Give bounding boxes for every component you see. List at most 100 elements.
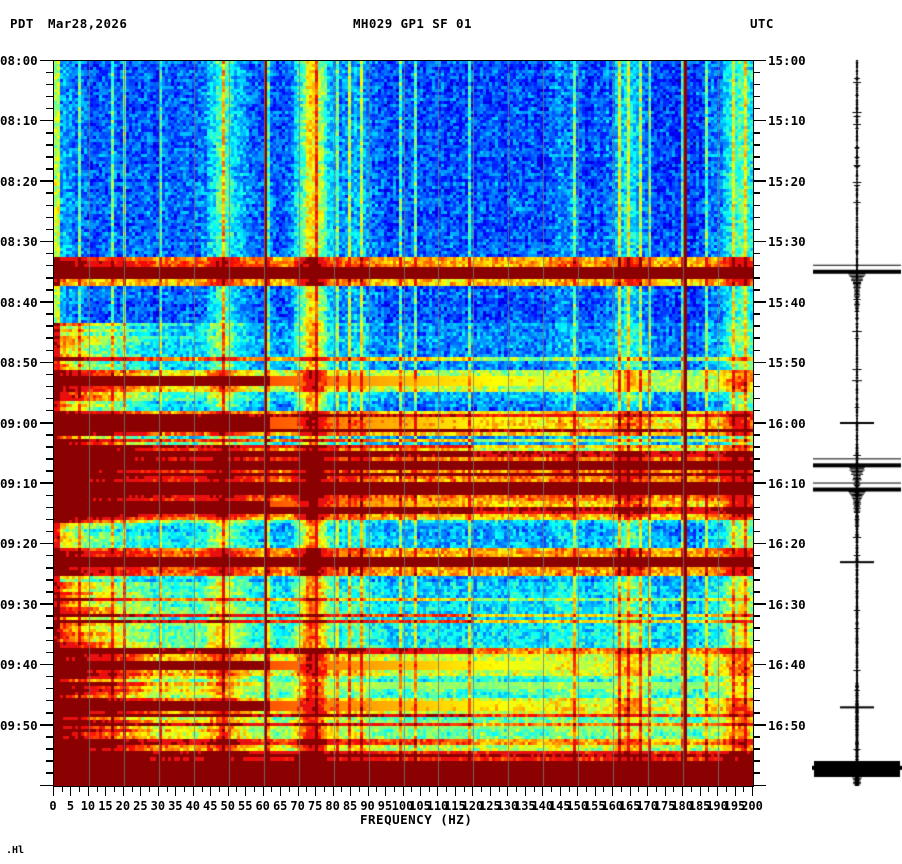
freq-tick-minor: [568, 786, 570, 792]
freq-tick-major: [629, 786, 631, 796]
time-tick-minor: [46, 772, 53, 774]
left-time-label: 09:50: [0, 717, 38, 733]
time-tick-major: [40, 361, 53, 364]
freq-axis-label: 75: [307, 799, 323, 813]
time-tick-major: [40, 180, 53, 182]
freq-tick-major: [175, 786, 177, 796]
time-tick-minor: [753, 349, 760, 351]
freq-tick-major: [472, 786, 474, 796]
time-tick-minor: [46, 627, 53, 629]
freq-tick-major: [157, 786, 159, 796]
freq-tick-minor: [690, 786, 692, 792]
time-tick-major: [753, 724, 766, 726]
freq-axis-label: 25: [133, 799, 148, 813]
time-tick-minor: [46, 518, 53, 521]
freq-tick-major: [419, 786, 421, 796]
freq-tick-major: [682, 786, 684, 796]
freq-axis-label: 15: [98, 799, 113, 813]
freq-tick-minor: [236, 786, 238, 792]
time-tick-minor: [753, 192, 760, 194]
freq-axis-label: 0: [49, 799, 57, 813]
freq-axis-label: 70: [290, 799, 305, 813]
freq-tick-major: [87, 786, 89, 796]
time-tick-minor: [753, 277, 760, 279]
freq-tick-minor: [201, 786, 203, 792]
time-tick-major: [753, 301, 766, 303]
freq-axis-label: 55: [237, 799, 253, 813]
time-tick-major: [753, 663, 766, 666]
left-time-label: 09:30: [0, 596, 38, 612]
time-tick-major: [753, 119, 766, 122]
time-tick-minor: [46, 675, 53, 678]
freq-tick-major: [245, 786, 247, 796]
time-tick-minor: [46, 252, 53, 255]
freq-axis-label: 20: [115, 799, 131, 813]
freq-tick-minor: [428, 786, 430, 792]
time-tick-minor: [753, 313, 760, 315]
time-tick-minor: [46, 748, 53, 750]
freq-axis-label: 45: [203, 799, 218, 813]
time-tick-minor: [753, 736, 760, 738]
time-tick-minor: [753, 144, 760, 146]
freq-tick-minor: [743, 786, 745, 792]
freq-tick-major: [367, 786, 369, 796]
time-tick-minor: [753, 204, 760, 206]
right-time-label: 15:50: [768, 355, 806, 371]
frequency-axis-title: FREQUENCY (HZ): [360, 812, 473, 827]
time-tick-minor: [753, 699, 760, 702]
freq-tick-minor: [585, 786, 587, 792]
header-timezone-right: UTC: [750, 16, 774, 31]
time-tick-minor: [753, 772, 760, 774]
time-tick-minor: [753, 264, 760, 267]
freq-tick-major: [489, 786, 491, 796]
time-tick-minor: [753, 494, 760, 496]
freq-tick-major: [524, 786, 526, 796]
freq-axis-label: 35: [168, 799, 183, 813]
freq-tick-minor: [498, 786, 500, 792]
freq-tick-minor: [393, 786, 395, 792]
time-tick-minor: [753, 385, 760, 388]
freq-tick-minor: [411, 786, 413, 792]
freq-tick-minor: [603, 786, 605, 792]
freq-tick-minor: [306, 786, 308, 792]
spectrogram-plot[interactable]: [53, 60, 754, 787]
frequency-axis: 0 5 10 15 20 25 30 35 40 45 50 55 60 65 70 75 80 85 90 95 10…: [49, 786, 763, 824]
spectrogram-canvas[interactable]: [54, 61, 753, 786]
right-time-label: 16:30: [768, 596, 806, 612]
time-tick-major: [40, 542, 53, 545]
time-tick-minor: [753, 168, 760, 170]
freq-tick-major: [752, 786, 753, 796]
time-tick-major: [753, 542, 766, 545]
freq-tick-minor: [376, 786, 378, 792]
freq-tick-major: [699, 786, 701, 796]
time-tick-minor: [753, 107, 760, 110]
right-time-label: 15:30: [768, 234, 806, 250]
freq-tick-major: [262, 786, 264, 796]
time-tick-minor: [46, 385, 53, 388]
freq-tick-minor: [655, 786, 657, 792]
freq-tick-minor: [253, 786, 255, 792]
freq-axis-label: 200: [741, 799, 763, 813]
freq-axis-label: 175: [653, 799, 676, 813]
time-tick-minor: [46, 591, 53, 593]
time-tick-minor: [753, 712, 760, 714]
time-tick-minor: [46, 107, 53, 110]
freq-axis-label: 120: [461, 799, 484, 813]
freq-tick-major: [664, 786, 666, 796]
time-tick-minor: [46, 554, 53, 557]
time-tick-minor: [46, 397, 53, 400]
freq-tick-minor: [551, 786, 553, 792]
freq-tick-major: [402, 786, 404, 796]
freq-axis-label: 140: [531, 799, 554, 813]
freq-tick-major: [454, 786, 456, 796]
freq-tick-minor: [114, 786, 116, 792]
freq-tick-minor: [79, 786, 81, 792]
freq-tick-major: [210, 786, 212, 796]
time-tick-minor: [46, 409, 53, 412]
freq-tick-major: [105, 786, 107, 796]
header-timezone-left: PDT: [10, 16, 34, 31]
time-tick-major: [753, 603, 766, 605]
freq-tick-minor: [131, 786, 133, 792]
freq-tick-major: [647, 786, 649, 796]
freq-tick-minor: [481, 786, 483, 792]
